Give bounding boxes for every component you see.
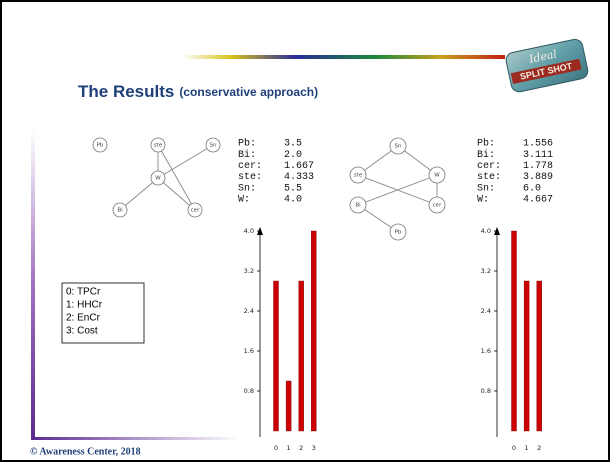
node: Sn [390, 138, 406, 154]
node: Pb [390, 224, 406, 240]
y-tick-label: 1.6 [244, 347, 254, 355]
x-tick-label: 2 [537, 444, 541, 452]
y-tick-label: 3.2 [244, 267, 254, 275]
table-key: cer: [238, 161, 262, 172]
table-key: Sn: [238, 183, 256, 194]
bar [512, 231, 517, 431]
node-label: cer [433, 203, 442, 209]
table-value: 2.0 [284, 150, 302, 161]
bar [537, 281, 542, 431]
node-label: W [434, 173, 440, 179]
node-label: cer [191, 208, 200, 214]
table-key: Bi: [477, 149, 495, 161]
bar [524, 281, 529, 431]
bar [299, 281, 304, 431]
table-key: ste: [477, 172, 501, 183]
node: W [429, 167, 445, 183]
table-value: 3.111 [523, 150, 553, 161]
left-rule [31, 130, 35, 440]
node: ste [350, 167, 366, 183]
legend-item: 1: HHCr [66, 300, 103, 311]
table-key: Sn: [477, 183, 495, 194]
table-key: W: [238, 195, 250, 206]
slide-title: The Results (conservative approach) [78, 82, 318, 101]
bar [274, 281, 279, 431]
node-label: Pb [97, 143, 104, 149]
node-label: Bi [117, 208, 123, 214]
y-tick-label: 0.8 [244, 387, 254, 395]
table-value: 3.889 [523, 172, 553, 183]
table-value: 4.667 [523, 195, 553, 206]
table-key: cer: [477, 161, 501, 172]
node-label: W [155, 176, 161, 182]
table-key: W: [477, 195, 489, 206]
table-value: 4.333 [284, 172, 314, 183]
table-key: Bi: [238, 149, 256, 161]
title-text: The Results [78, 82, 174, 101]
table-value: 6.0 [523, 183, 541, 194]
node-label: Pb [395, 230, 402, 236]
table-key: ste: [238, 172, 262, 183]
node: Bi [113, 203, 127, 217]
node: Sn [206, 138, 220, 152]
x-tick-label: 0 [512, 444, 516, 452]
bar [311, 231, 316, 431]
y-tick-label: 4.0 [244, 227, 254, 235]
table-value: 5.5 [284, 183, 302, 194]
node: Bi [350, 197, 366, 213]
table-value: 1.778 [523, 161, 553, 172]
table-key: Pb: [477, 138, 495, 150]
node: W [151, 171, 165, 185]
node: cer [188, 203, 202, 217]
y-tick-label: 3.2 [481, 267, 491, 275]
x-tick-label: 1 [525, 444, 529, 452]
x-tick-label: 2 [299, 444, 303, 452]
node: cer [429, 197, 445, 213]
x-tick-label: 3 [312, 444, 316, 452]
x-tick-label: 1 [287, 444, 291, 452]
node: Pb [93, 138, 107, 152]
bar [286, 381, 291, 431]
table-value: 3.5 [284, 139, 302, 150]
node: ste [151, 138, 165, 152]
y-tick-label: 1.6 [481, 347, 491, 355]
y-tick-label: 2.4 [244, 307, 254, 315]
legend-item: 0: TPCr [66, 287, 101, 298]
node-label: Sn [395, 144, 402, 150]
legend-item: 2: EnCr [66, 313, 101, 324]
node-label: ste [354, 173, 363, 179]
node-label: Bi [355, 203, 361, 209]
y-tick-label: 4.0 [481, 227, 491, 235]
table-value: 1.556 [523, 139, 553, 150]
legend-item: 3: Cost [66, 326, 98, 337]
bottom-rule [31, 437, 241, 440]
slide: Ideal SPLIT SHOT The Results(conservativ… [0, 0, 610, 462]
table-key: Pb: [238, 138, 256, 150]
y-tick-label: 0.8 [481, 387, 491, 395]
table-value: 4.0 [284, 195, 302, 206]
top-rule [183, 55, 505, 59]
node-label: ste [154, 143, 163, 149]
y-tick-label: 2.4 [481, 307, 491, 315]
x-tick-label: 0 [274, 444, 278, 452]
node-label: Sn [210, 143, 217, 149]
footer: © Awareness Center, 2018 [30, 446, 141, 457]
subtitle-text: (conservative approach) [179, 85, 318, 99]
table-value: 1.667 [284, 161, 314, 172]
